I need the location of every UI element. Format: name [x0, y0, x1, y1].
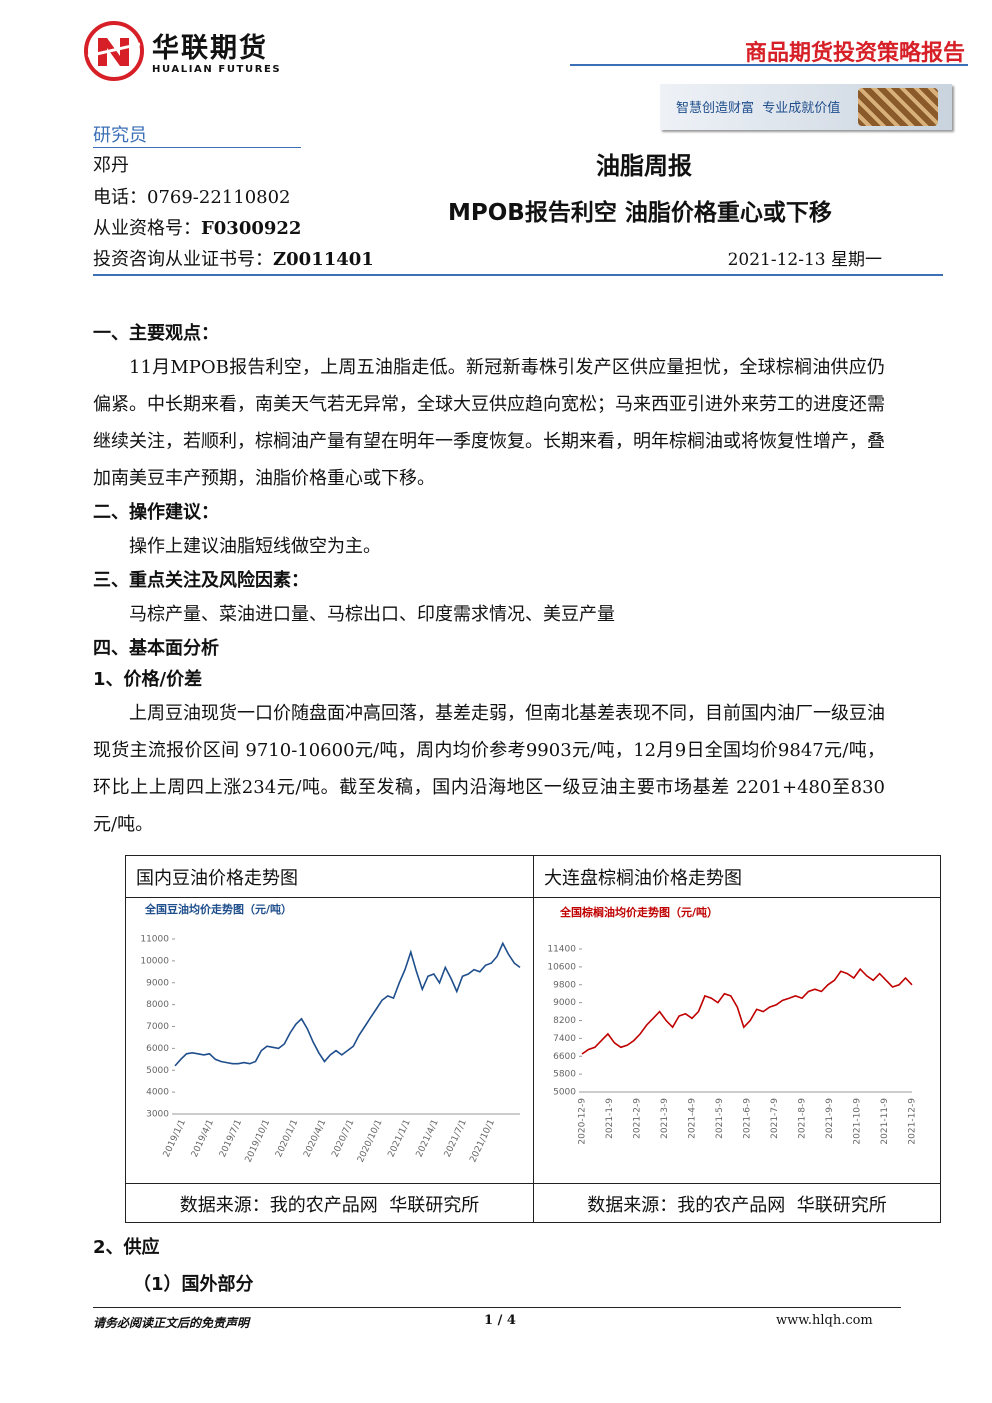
- price-line: [581, 967, 913, 1055]
- author-section: 研究员: [93, 125, 147, 146]
- y-tick-label: 4000: [146, 1088, 169, 1098]
- price-line: [174, 941, 521, 1067]
- author-phone: 电话：0769-22110802: [93, 183, 291, 209]
- y-tick-label: 8200: [553, 1016, 576, 1026]
- logo-letter: [98, 38, 129, 66]
- section-heading: 一、主要观点：: [93, 323, 219, 344]
- x-tick-label: 2021-2-9: [633, 1098, 643, 1139]
- y-tick-label: 9800: [553, 980, 576, 990]
- section-heading: 1、价格/价差: [93, 669, 203, 690]
- paragraph: 马棕产量、菜油进口量、马棕出口、印度需求情况、美豆产量: [129, 604, 615, 625]
- y-tick-label: 11000: [140, 935, 169, 945]
- company-name: 华联期货: [152, 33, 268, 64]
- value: F0300922: [201, 218, 302, 239]
- x-tick-label: 2020/7/1: [330, 1118, 356, 1159]
- paragraph: 操作上建议油脂短线做空为主。: [129, 536, 381, 557]
- logo-stripe: [87, 42, 141, 58]
- section-heading: 二、操作建议：: [93, 502, 219, 523]
- value: Z0011401: [273, 249, 374, 270]
- value: 0769-22110802: [147, 187, 291, 208]
- x-tick-label: 2021-5-9: [715, 1098, 725, 1139]
- y-tick-label: 7400: [553, 1034, 576, 1044]
- x-tick-label: 2021/7/1: [443, 1118, 469, 1159]
- x-tick-label: 2021-6-9: [743, 1098, 753, 1139]
- author-name: 邓丹: [93, 155, 129, 176]
- x-tick-label: 2021-9-9: [825, 1098, 835, 1139]
- y-tick-label: 8000: [146, 1000, 169, 1010]
- x-tick-label: 2019/7/1: [218, 1118, 244, 1159]
- x-tick-label: 2019/10/1: [244, 1118, 273, 1164]
- x-tick-label: 2019/1/1: [162, 1118, 188, 1159]
- x-tick-label: 2021-10-9: [853, 1098, 863, 1145]
- chart: 全国棕榈油均价走势图（元/吨） 5000 5800 6600 7400 8200 9000 9…: [547, 905, 918, 1145]
- footer-page: 1 / 4: [484, 1313, 516, 1328]
- report-type: 商品期货投资策略报告: [744, 41, 965, 66]
- section-heading: 三、重点关注及风险因素：: [93, 570, 309, 591]
- table-header: 大连盘棕榈油价格走势图: [533, 855, 941, 898]
- x-tick-label: 2020/1/1: [274, 1118, 300, 1159]
- paragraph: 11月MPOB报告利空，上周五油脂走低。新冠新毒株引发产区供应量担忧，全球棕榈油…: [93, 357, 885, 489]
- y-tick-label: 6000: [146, 1044, 169, 1054]
- author-license: 投资咨询从业证书号：Z0011401: [93, 245, 374, 271]
- table-source: 数据来源：我的农产品网 华联研究所: [125, 1183, 534, 1223]
- report-title: 油脂周报: [596, 152, 692, 180]
- author-qualification: 从业资格号：F0300922: [93, 214, 301, 240]
- x-tick-label: 2020-12-9: [578, 1098, 588, 1145]
- y-tick-label: 5000: [553, 1088, 576, 1098]
- label: 投资咨询从业证书号：: [93, 249, 273, 270]
- x-tick-label: 2021/10/1: [468, 1118, 497, 1164]
- y-tick-label: 6600: [553, 1052, 576, 1062]
- company-name-en: HUALIAN FUTURES: [152, 64, 282, 75]
- label: 电话：: [93, 187, 147, 208]
- logo-ring: [84, 21, 144, 81]
- y-tick-label: 9000: [553, 998, 576, 1008]
- section-heading: 2、供应: [93, 1237, 160, 1258]
- y-tick-label: 7000: [146, 1022, 169, 1032]
- body: 一、主要观点： 11月MPOB报告利空，上周五油脂走低。新冠新毒株引发产区供应量担…: [93, 318, 885, 843]
- x-tick-label: 2019/4/1: [190, 1118, 216, 1159]
- y-tick-label: 5800: [553, 1070, 576, 1080]
- footer-website: www.hlqh.com: [776, 1313, 873, 1328]
- footer-disclaimer: 请务必阅读正文后的免责声明: [93, 1316, 250, 1330]
- slogan-banner: 智慧创造财富 专业成就价值: [660, 84, 952, 130]
- x-tick-label: 2021-7-9: [770, 1098, 780, 1139]
- table-source: 数据来源：我的农产品网 华联研究所: [533, 1183, 941, 1223]
- x-tick-label: 2021-1-9: [605, 1098, 615, 1139]
- x-tick-label: 2021-11-9: [880, 1098, 890, 1145]
- x-tick-label: 2020/10/1: [356, 1118, 385, 1164]
- label: 从业资格号：: [93, 218, 201, 239]
- y-tick-label: 5000: [146, 1066, 169, 1076]
- report-subtitle: MPOB报告利空 油脂价格重心或下移: [448, 200, 832, 226]
- y-tick-label: 3000: [146, 1110, 169, 1120]
- footer-rule: [93, 1307, 901, 1308]
- y-tick-label: 9000: [146, 978, 169, 988]
- x-tick-label: 2021-4-9: [688, 1098, 698, 1139]
- title-rule: [93, 274, 943, 276]
- x-tick-label: 2021-8-9: [798, 1098, 808, 1139]
- x-tick-label: 2021/4/1: [415, 1118, 441, 1159]
- y-tick-label: 11400: [547, 945, 576, 955]
- table-header: 国内豆油价格走势图: [125, 855, 534, 898]
- x-tick-label: 2021-12-9: [908, 1098, 918, 1145]
- chart-title: 全国豆油均价走势图（元/吨）: [144, 902, 292, 916]
- banner-decor: [858, 88, 938, 126]
- logo: [84, 21, 144, 81]
- x-tick-label: 2020/4/1: [302, 1118, 328, 1159]
- y-tick-label: 10600: [547, 962, 576, 972]
- report-date: 2021-12-13 星期一: [727, 250, 882, 270]
- x-tick-label: 2021/1/1: [387, 1118, 413, 1159]
- y-tick-label: 10000: [140, 956, 169, 966]
- chart: 全国豆油均价走势图（元/吨） 3000 4000 5000 6000 7000 8000 90…: [140, 902, 521, 1164]
- header-rule: [570, 64, 968, 66]
- section-subheading: （1）国外部分: [133, 1274, 254, 1295]
- x-tick-label: 2021-3-9: [660, 1098, 670, 1139]
- slogan: 智慧创造财富 专业成就价值: [676, 101, 841, 116]
- paragraph: 上周豆油现货一口价随盘面冲高回落，基差走弱，但南北基差表现不同，目前国内油厂一级…: [93, 703, 885, 835]
- author-rule: [93, 147, 301, 148]
- section-heading: 四、基本面分析: [93, 638, 219, 659]
- chart-title: 全国棕榈油均价走势图（元/吨）: [559, 905, 718, 919]
